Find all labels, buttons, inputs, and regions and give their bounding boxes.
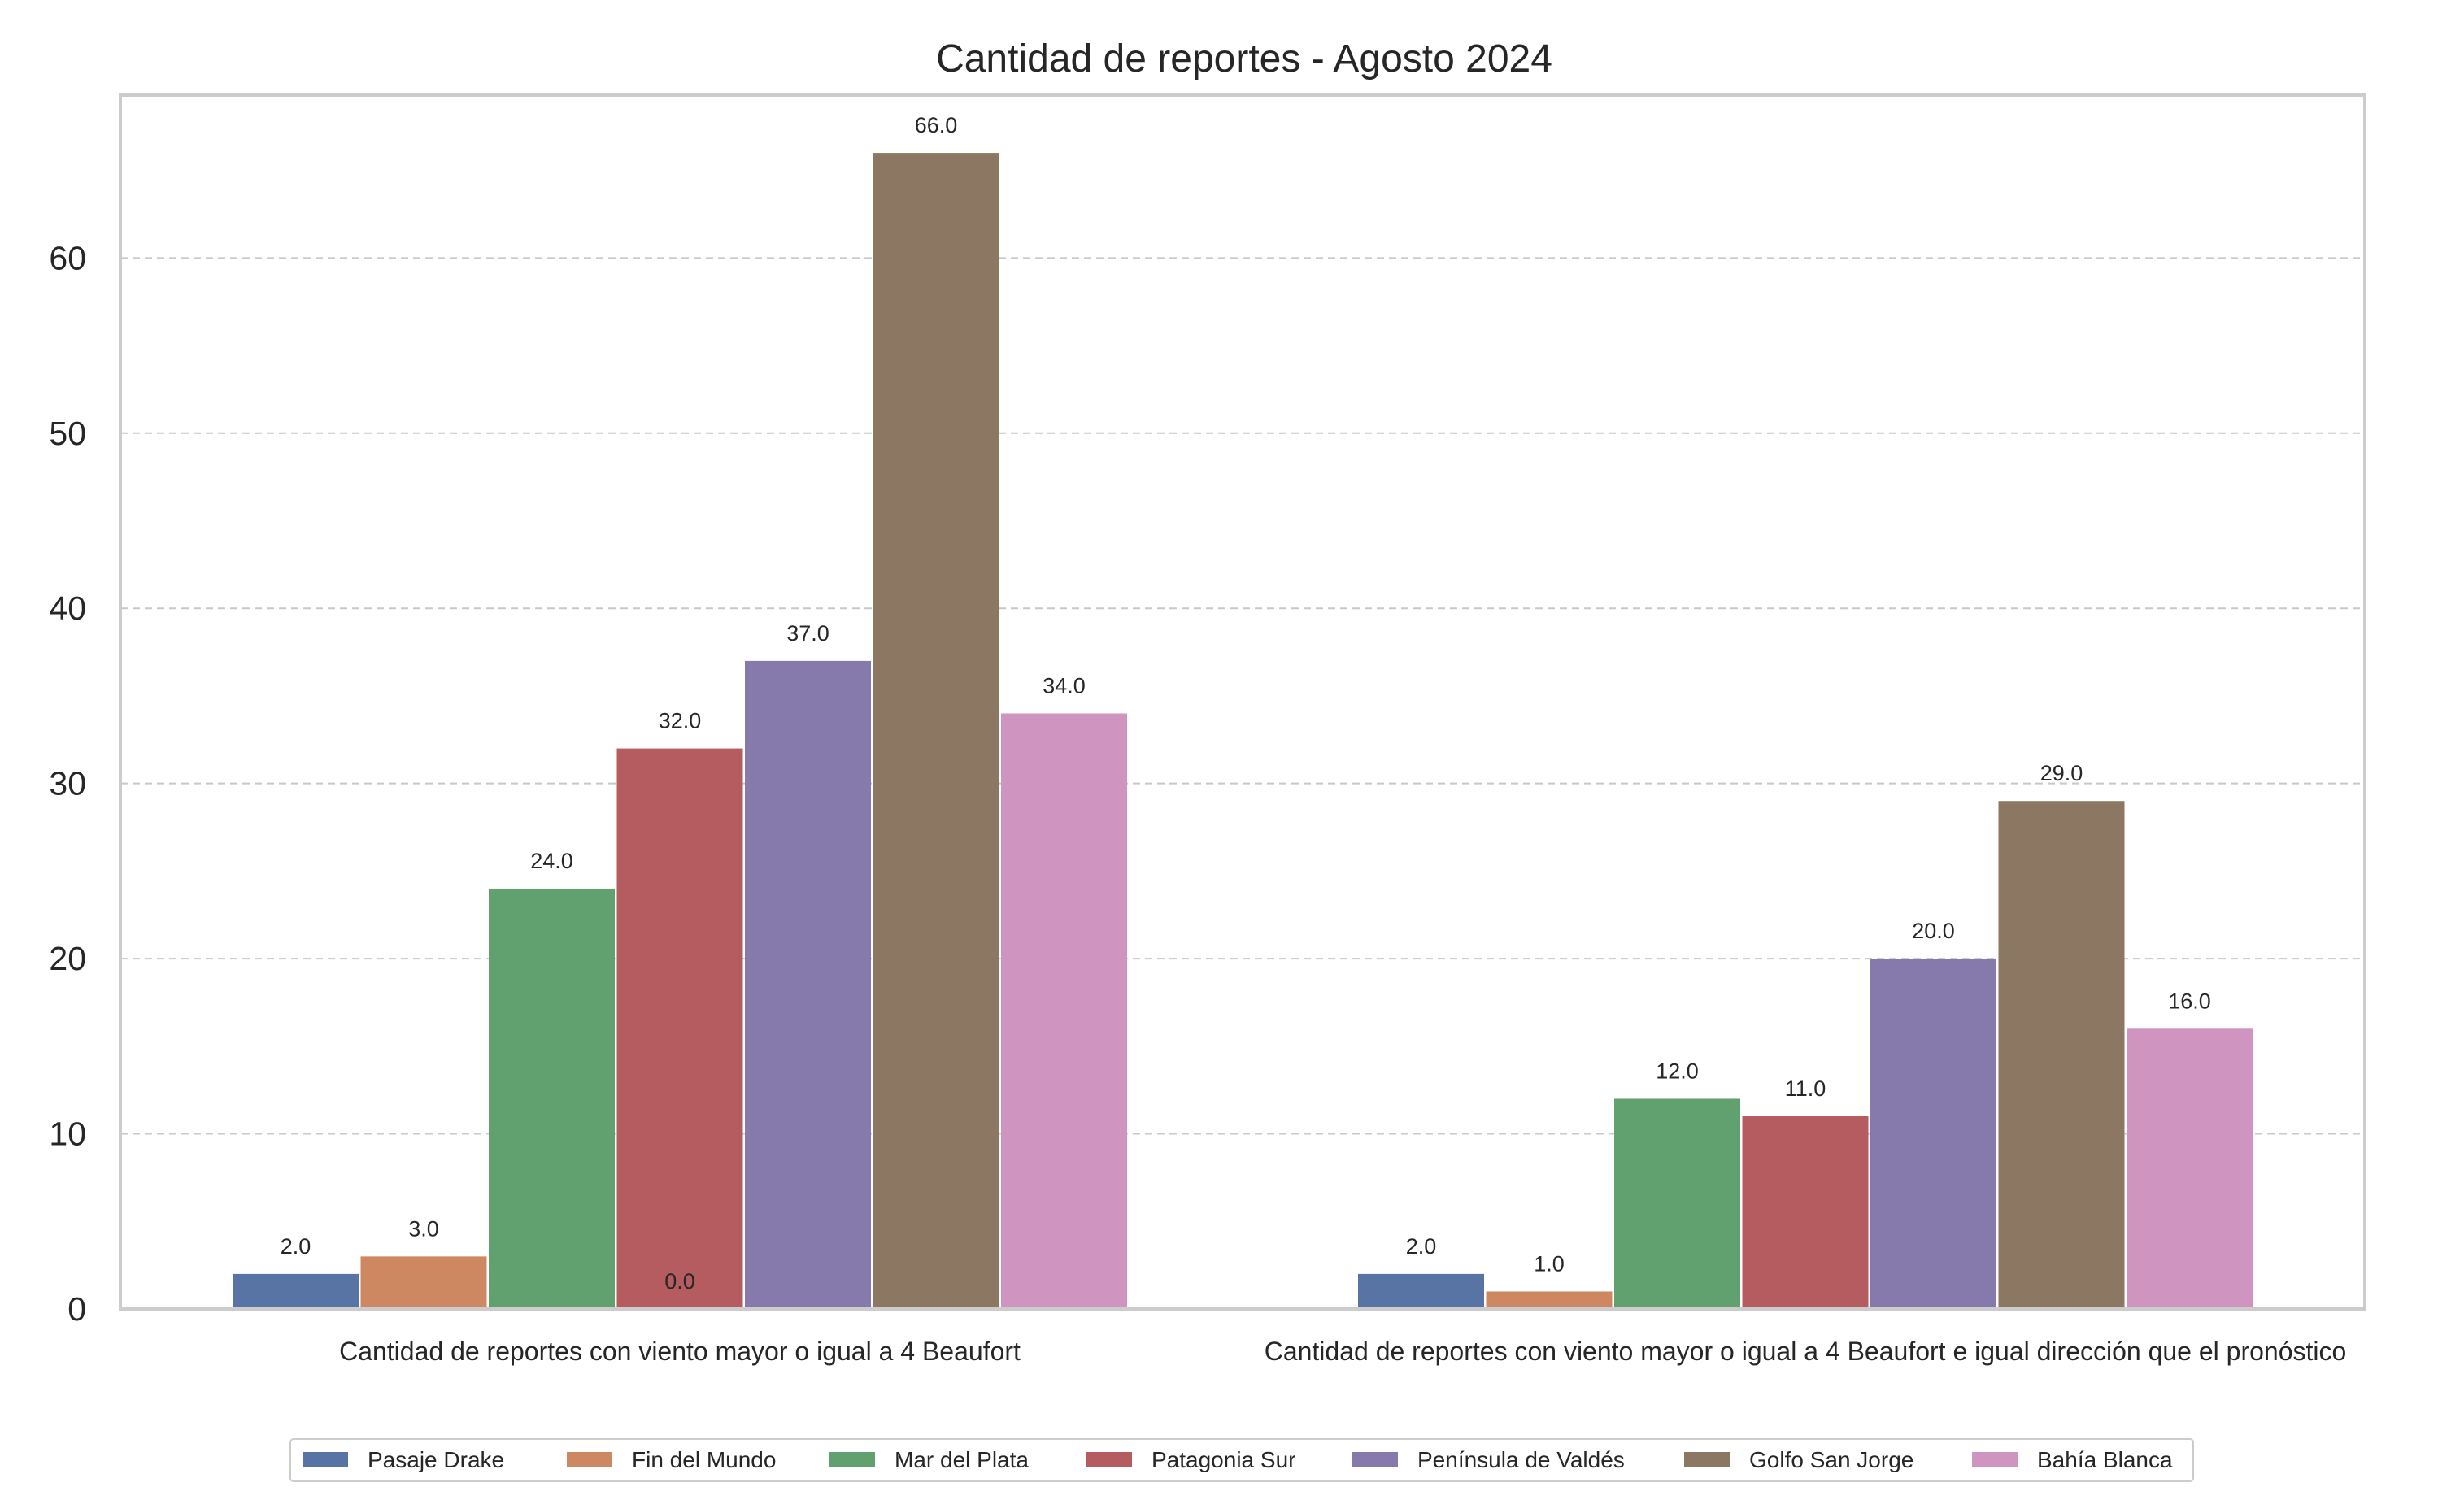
data-label: 0.0	[664, 1269, 695, 1293]
bar	[1998, 801, 2125, 1309]
x-category-label: Cantidad de reportes con viento mayor o …	[339, 1337, 1021, 1366]
x-category-label: Cantidad de reportes con viento mayor o …	[1265, 1337, 2347, 1366]
legend-swatch	[1684, 1452, 1730, 1467]
data-label: 66.0	[915, 113, 958, 137]
bar	[1358, 1273, 1484, 1309]
bar	[2127, 1028, 2253, 1309]
data-label: 37.0	[786, 621, 829, 646]
bar	[233, 1273, 359, 1309]
y-tick-label: 0	[67, 1290, 86, 1328]
legend-label: Pasaje Drake	[368, 1447, 504, 1472]
data-label: 20.0	[1912, 919, 1955, 943]
data-label: 29.0	[2040, 761, 2083, 785]
bar	[1614, 1098, 1740, 1309]
legend-label: Golfo San Jorge	[1749, 1447, 1913, 1472]
y-tick-label: 20	[49, 940, 86, 977]
chart-title: Cantidad de reportes - Agosto 2024	[936, 37, 1552, 80]
data-label: 16.0	[2168, 989, 2211, 1013]
data-label: 3.0	[408, 1216, 439, 1241]
data-label: 1.0	[1534, 1251, 1565, 1276]
legend-label: Mar del Plata	[895, 1447, 1029, 1472]
data-label: 32.0	[659, 709, 702, 733]
plot-frame	[119, 93, 2366, 1311]
legend-swatch	[1972, 1452, 2018, 1467]
y-tick-label: 60	[49, 239, 86, 276]
bar	[1001, 713, 1127, 1309]
data-label: 2.0	[1406, 1234, 1437, 1259]
y-tick-label: 50	[49, 415, 86, 452]
bar	[616, 748, 743, 1309]
legend-swatch	[303, 1452, 348, 1467]
legend-swatch	[567, 1452, 612, 1467]
bar	[745, 660, 871, 1309]
legend-label: Península de Valdés	[1417, 1447, 1625, 1472]
y-tick-label: 10	[49, 1115, 86, 1153]
legend-label: Bahía Blanca	[2037, 1447, 2173, 1472]
y-tick-label: 40	[49, 589, 86, 627]
data-label: 24.0	[530, 849, 573, 873]
data-label: 11.0	[1785, 1076, 1826, 1101]
bar	[873, 153, 999, 1310]
legend: Pasaje Drake Fin del Mundo Mar del Plata Pa…	[289, 1438, 2194, 1482]
bar	[1486, 1291, 1613, 1309]
data-label: 2.0	[281, 1234, 311, 1259]
legend-label: Patagonia Sur	[1151, 1447, 1295, 1472]
data-label: 34.0	[1043, 674, 1086, 698]
y-tick-label: 30	[49, 765, 86, 802]
legend-box	[289, 1438, 2194, 1482]
bar	[1742, 1116, 1869, 1309]
legend-swatch	[829, 1452, 875, 1467]
bar	[360, 1256, 487, 1309]
data-label: 12.0	[1656, 1059, 1699, 1083]
legend-swatch	[1086, 1452, 1132, 1467]
legend-label: Fin del Mundo	[632, 1447, 776, 1472]
bar	[1870, 959, 1996, 1309]
bar	[489, 888, 615, 1309]
legend-swatch	[1352, 1452, 1398, 1467]
